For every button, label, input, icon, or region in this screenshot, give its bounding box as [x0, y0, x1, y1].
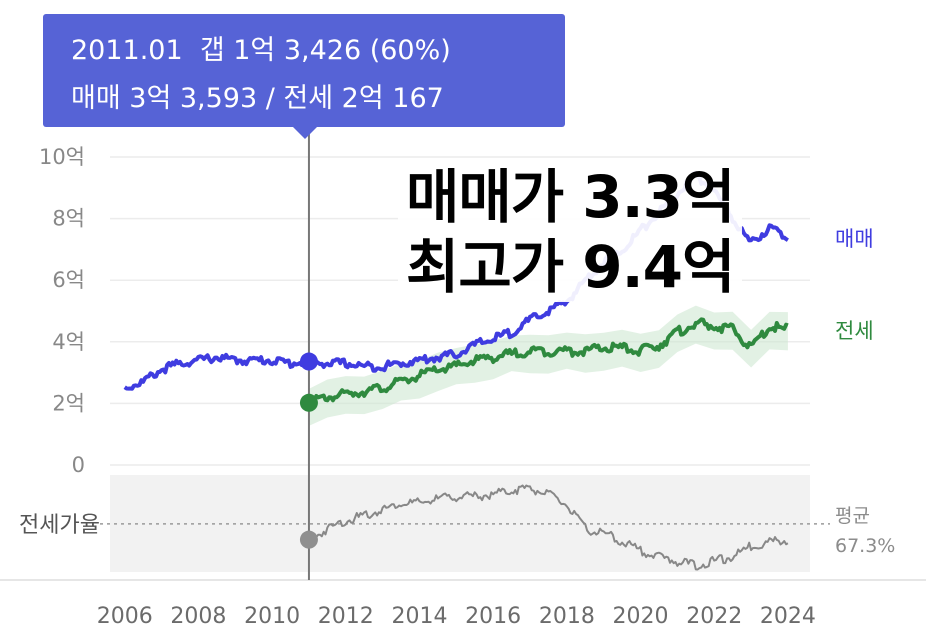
x-tick-label: 2022 — [686, 604, 742, 629]
x-tick-label: 2012 — [318, 604, 374, 629]
marker-jeonse-ratio — [299, 530, 318, 549]
series-line-jeonse-ratio — [308, 484, 789, 571]
y-tick-label: 2억 — [52, 391, 85, 415]
ratio-average-label: 평균 — [835, 505, 870, 527]
legend-sale: 매매 — [835, 227, 874, 251]
overlay-current-price: 매매가 3.3억 — [406, 163, 735, 231]
y-axis: 10억 8억 6억 4억 2억 0 — [39, 145, 85, 477]
series-line-jeonse — [308, 317, 789, 410]
tooltip-price-line: 매매 3억 3,593 / 전세 2억 167 — [71, 83, 444, 114]
ratio-axis-label: 전세가율 — [19, 513, 100, 538]
x-tick-label: 2020 — [613, 604, 669, 629]
overlay-peak-price: 최고가 9.4억 — [406, 233, 735, 301]
x-axis: 2006 2008 2010 2012 2014 2016 2018 2020 2022 2024 — [97, 604, 816, 629]
price-summary-overlay: 매매가 3.3억 최고가 9.4억 — [398, 162, 743, 302]
y-tick-label: 8억 — [52, 207, 85, 231]
marker-jeonse — [299, 393, 318, 412]
cursor-markers — [299, 352, 318, 549]
ratio-average-value: 67.3% — [835, 535, 895, 557]
x-tick-label: 2008 — [170, 604, 226, 629]
y-tick-label: 6억 — [52, 268, 85, 292]
y-tick-label: 4억 — [52, 330, 85, 354]
x-tick-label: 2024 — [760, 604, 816, 629]
legend-jeonse: 전세 — [835, 319, 874, 343]
y-tick-label: 0 — [72, 453, 85, 477]
marker-sale — [299, 352, 318, 371]
hover-tooltip: 2011.01 갭 1억 3,426 (60%) 매매 3억 3,593 / 전… — [43, 14, 565, 139]
x-tick-label: 2006 — [97, 604, 153, 629]
x-tick-label: 2014 — [391, 604, 447, 629]
y-tick-label: 10억 — [39, 145, 85, 169]
x-tick-label: 2010 — [244, 604, 300, 629]
jeonse-range-band — [308, 305, 788, 426]
x-tick-label: 2018 — [539, 604, 595, 629]
tooltip-pointer — [293, 127, 317, 139]
x-tick-label: 2016 — [465, 604, 521, 629]
tooltip-gap-line: 2011.01 갭 1억 3,426 (60%) — [71, 35, 451, 66]
